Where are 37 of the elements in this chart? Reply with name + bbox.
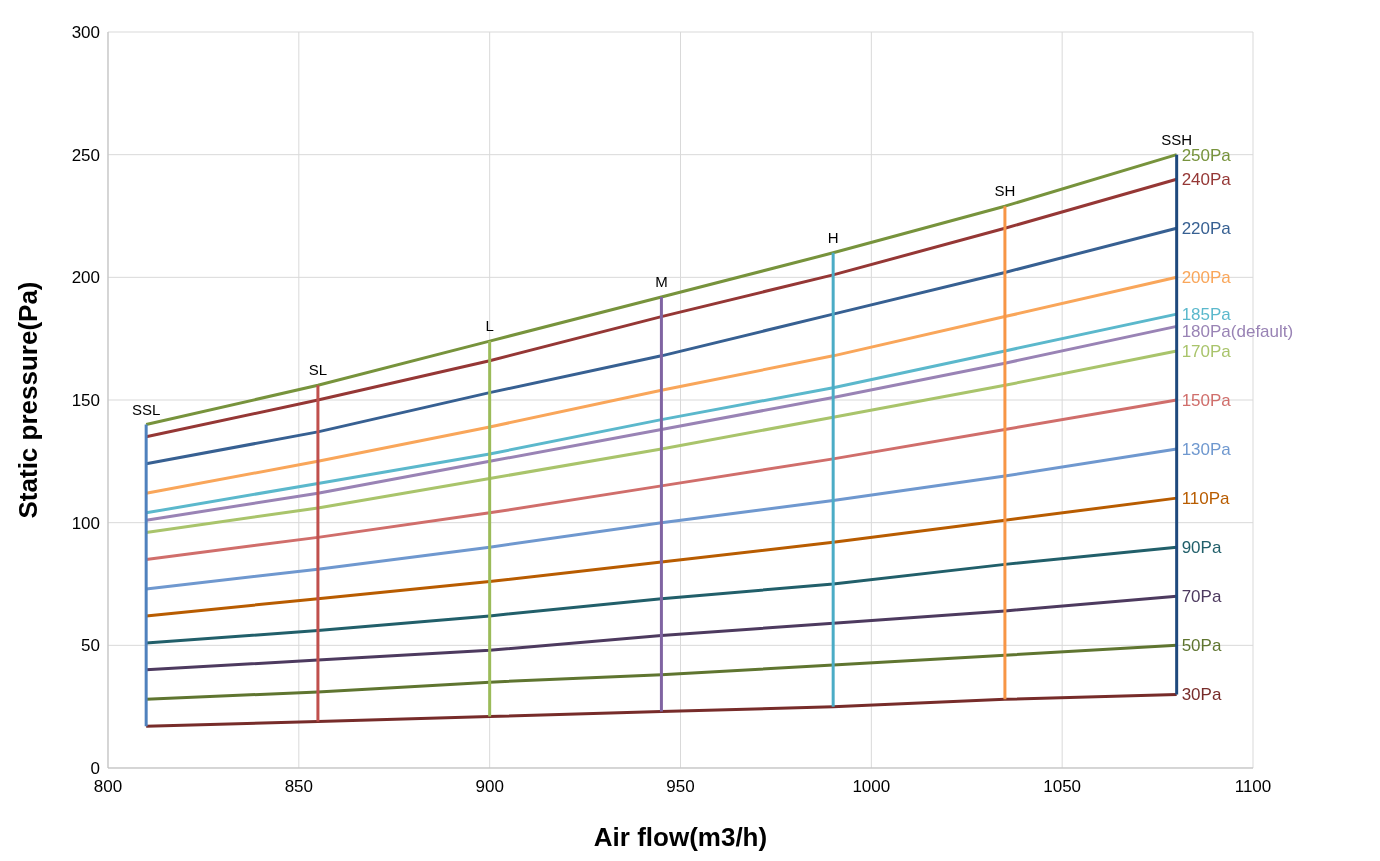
series-label: 30Pa xyxy=(1181,685,1222,705)
series-label: 150Pa xyxy=(1181,391,1232,410)
x-tick-label: 800 xyxy=(93,777,123,797)
y-tick-label: 200 xyxy=(71,268,100,288)
series-label: L xyxy=(485,317,494,335)
series-label: SH xyxy=(994,182,1016,200)
series-label: 170Pa xyxy=(1181,341,1232,361)
series-label: SL xyxy=(308,361,328,379)
series-label: 240Pa xyxy=(1181,170,1232,190)
series-label: H xyxy=(827,228,839,246)
series-label: 110Pa xyxy=(1181,489,1231,509)
series-label: SSH xyxy=(1161,130,1193,148)
series-label: 130Pa xyxy=(1181,440,1232,460)
series-label: M xyxy=(655,272,668,290)
x-tick-label: 1050 xyxy=(1043,777,1082,797)
series-label: 90Pa xyxy=(1181,538,1222,558)
y-tick-label: 300 xyxy=(71,23,100,43)
y-axis-title: Static pressure(Pa) xyxy=(13,281,44,519)
x-tick-label: 950 xyxy=(666,777,695,797)
y-tick-label: 50 xyxy=(81,636,100,656)
x-tick-label: 1000 xyxy=(852,777,891,797)
series-label: 185Pa xyxy=(1181,305,1232,325)
series-label: 50Pa xyxy=(1181,636,1222,656)
series-label: 250Pa xyxy=(1181,145,1232,165)
series-label: 220Pa xyxy=(1181,219,1232,239)
series-label: 200Pa xyxy=(1181,268,1232,288)
y-tick-label: 100 xyxy=(71,513,100,533)
series-label: 180Pa(default) xyxy=(1181,322,1294,342)
series-label: SSL xyxy=(131,400,161,418)
y-tick-label: 150 xyxy=(71,391,100,411)
series-label: 70Pa xyxy=(1181,587,1222,607)
x-tick-label: 900 xyxy=(475,777,504,797)
x-tick-label: 850 xyxy=(284,777,314,797)
y-tick-label: 0 xyxy=(90,759,100,779)
x-axis-title: Air flow(m3/h) xyxy=(593,822,768,852)
y-tick-label: 250 xyxy=(71,145,100,165)
x-tick-label: 1100 xyxy=(1234,777,1272,797)
